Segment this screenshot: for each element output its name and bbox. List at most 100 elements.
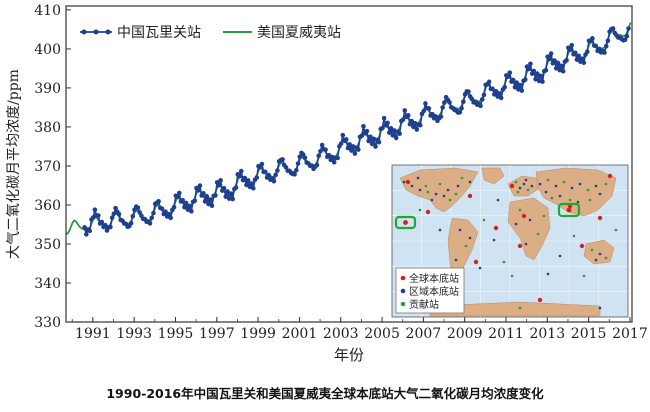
data-point	[218, 178, 223, 183]
legend-marker	[93, 29, 99, 35]
map-station	[528, 218, 532, 222]
map-station	[604, 256, 608, 260]
data-point	[87, 228, 93, 234]
x-tick-label: 2003	[323, 326, 359, 342]
map-global-station	[537, 297, 543, 303]
data-point	[187, 203, 192, 209]
map-station	[454, 258, 458, 262]
map-global-station	[521, 213, 527, 219]
map-station	[424, 184, 428, 188]
data-point	[457, 109, 463, 115]
map-station	[550, 196, 554, 200]
map-legend-label: 贡献站	[409, 298, 439, 311]
data-point	[294, 168, 299, 173]
map-station	[518, 186, 522, 190]
data-point	[572, 50, 578, 56]
data-point	[555, 60, 561, 66]
data-point	[204, 194, 210, 199]
data-point	[237, 173, 242, 179]
data-point	[156, 199, 161, 204]
data-point	[531, 68, 537, 74]
data-point	[385, 120, 390, 126]
y-tick-label: 360	[34, 198, 61, 214]
data-point	[466, 89, 471, 94]
y-tick-label: 330	[34, 315, 61, 331]
data-point	[626, 26, 631, 31]
map-station	[518, 208, 522, 212]
data-point	[182, 204, 187, 210]
data-point	[254, 175, 260, 180]
map-station	[598, 306, 602, 310]
map-station	[458, 228, 462, 232]
data-point	[593, 43, 599, 49]
data-point	[216, 182, 222, 188]
data-point	[459, 106, 464, 111]
data-point	[163, 209, 168, 214]
map-station	[598, 192, 602, 196]
legend-label-hawaii: 美国夏威夷站	[257, 25, 341, 41]
map-station	[468, 180, 472, 184]
map-station	[530, 184, 534, 188]
data-point	[221, 185, 227, 191]
map-station	[448, 198, 452, 202]
data-point	[175, 194, 180, 199]
data-point	[430, 111, 435, 117]
map-station	[438, 182, 442, 186]
map-station	[514, 222, 518, 226]
data-point	[602, 50, 607, 55]
map-station	[562, 180, 566, 184]
data-point	[405, 113, 411, 118]
data-point	[355, 147, 361, 152]
data-point	[151, 210, 156, 216]
map-station	[546, 178, 550, 182]
data-point	[225, 189, 230, 194]
data-point	[280, 157, 285, 162]
data-point	[343, 137, 349, 142]
data-point	[176, 190, 182, 196]
data-point	[505, 74, 511, 79]
data-point	[330, 154, 335, 160]
data-point	[581, 60, 587, 66]
data-point	[90, 215, 96, 220]
map-station	[426, 190, 430, 194]
data-point	[96, 213, 101, 218]
data-point	[426, 106, 432, 111]
data-point	[567, 47, 573, 52]
data-point	[414, 127, 420, 132]
data-point	[397, 131, 402, 137]
map-station	[536, 232, 540, 236]
data-point	[209, 203, 215, 209]
map-station	[438, 228, 442, 232]
data-point	[421, 108, 427, 114]
data-point	[195, 188, 201, 193]
y-tick-label: 410	[34, 3, 61, 19]
data-point	[498, 95, 504, 101]
map-global-station	[425, 209, 431, 215]
data-point	[553, 65, 559, 71]
data-point	[213, 193, 218, 198]
data-point	[368, 134, 373, 140]
map-station	[586, 188, 590, 192]
data-point	[349, 148, 354, 153]
data-point	[259, 161, 265, 167]
data-point	[207, 197, 213, 202]
data-point	[497, 91, 502, 97]
data-point	[326, 152, 332, 158]
data-point	[388, 126, 394, 131]
data-point	[92, 207, 98, 213]
data-point	[331, 160, 337, 165]
data-point	[250, 185, 256, 191]
data-point	[233, 185, 239, 190]
map-station	[594, 258, 598, 262]
map-station	[510, 274, 514, 278]
map-station	[516, 190, 520, 194]
map-station	[526, 188, 530, 192]
map-africa	[507, 197, 551, 261]
data-point	[249, 181, 254, 186]
data-point	[201, 190, 206, 196]
x-tick-label: 2009	[447, 326, 483, 342]
data-point	[275, 168, 280, 173]
map-global-station	[467, 193, 473, 199]
data-point	[522, 77, 528, 82]
